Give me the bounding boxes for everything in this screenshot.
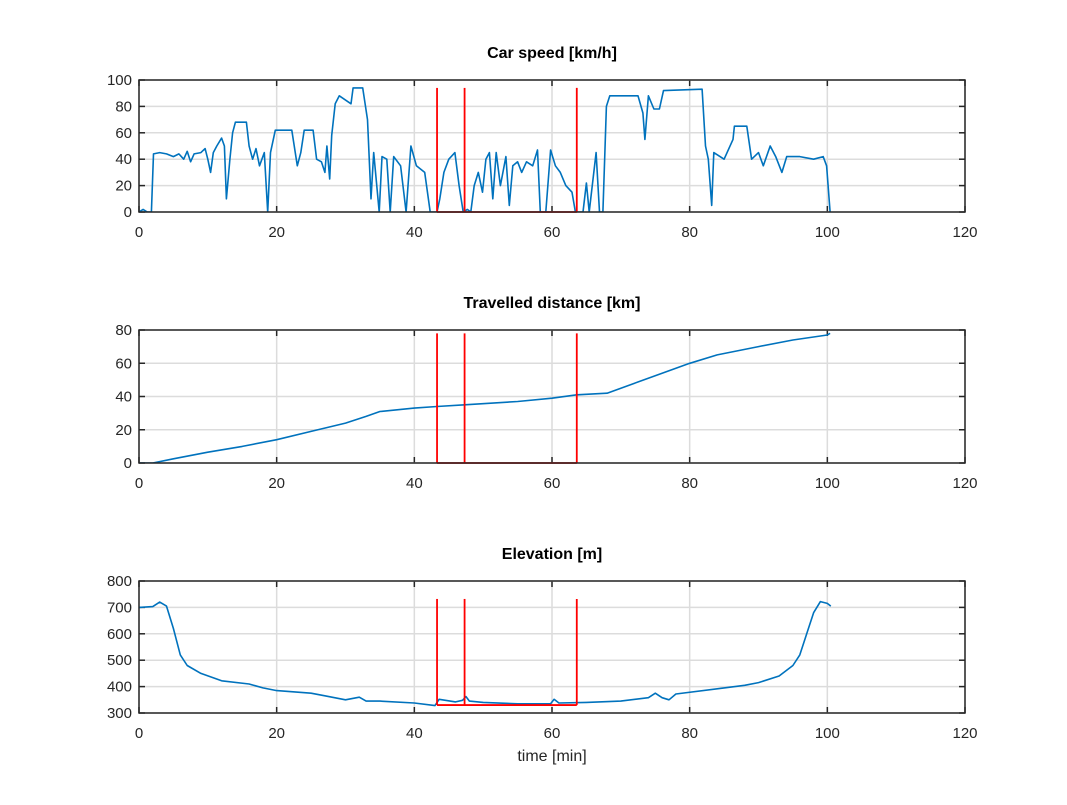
y-tick-label: 20 bbox=[115, 178, 132, 195]
subplot-2: 0 20 40 60 80 100 120 0 20 40 60 80 Travelled distan… bbox=[115, 295, 977, 492]
x-tick-label: 120 bbox=[952, 725, 977, 742]
y-tick-label: 600 bbox=[107, 626, 132, 643]
x-tick-label: 60 bbox=[544, 725, 561, 742]
x-tick-label: 100 bbox=[815, 725, 840, 742]
y-tick-label: 500 bbox=[107, 652, 132, 669]
y-tick-label: 0 bbox=[124, 455, 132, 472]
x-tick-label: 0 bbox=[135, 725, 143, 742]
subplot-title: Car speed [km/h] bbox=[487, 45, 617, 62]
x-tick-label: 0 bbox=[135, 224, 143, 241]
x-tick-label: 20 bbox=[268, 224, 285, 241]
y-tick-label: 800 bbox=[107, 573, 132, 590]
axes-box bbox=[138, 329, 966, 464]
y-tick-label: 80 bbox=[115, 98, 132, 115]
x-tick-label: 20 bbox=[268, 475, 285, 492]
axes-box bbox=[138, 79, 966, 213]
series-line bbox=[139, 87, 831, 212]
x-tick-label: 120 bbox=[952, 475, 977, 492]
axes-box bbox=[138, 580, 966, 714]
x-tick-label: 100 bbox=[815, 224, 840, 241]
y-tick-label: 400 bbox=[107, 679, 132, 696]
x-tick-label: 20 bbox=[268, 725, 285, 742]
y-tick-label: 60 bbox=[115, 125, 132, 142]
x-tick-label: 60 bbox=[544, 224, 561, 241]
y-tick-label: 40 bbox=[115, 151, 132, 168]
x-tick-label: 40 bbox=[406, 475, 423, 492]
subplot-title: Travelled distance [km] bbox=[464, 295, 641, 312]
y-tick-label: 40 bbox=[115, 389, 132, 406]
series-line bbox=[139, 600, 832, 707]
y-tick-label: 80 bbox=[115, 322, 132, 339]
x-tick-label: 80 bbox=[681, 224, 698, 241]
x-tick-label: 40 bbox=[406, 224, 423, 241]
subplot-3: 0 20 40 60 80 100 120 300 400 500 600 700 800 Elevati… bbox=[107, 546, 978, 765]
y-tick-label: 300 bbox=[107, 705, 132, 722]
x-tick-label: 40 bbox=[406, 725, 423, 742]
x-axis-label: time [min] bbox=[517, 748, 586, 765]
x-tick-label: 60 bbox=[544, 475, 561, 492]
x-tick-label: 80 bbox=[681, 725, 698, 742]
subplot-title: Elevation [m] bbox=[502, 546, 602, 563]
x-tick-label: 120 bbox=[952, 224, 977, 241]
x-tick-label: 0 bbox=[135, 475, 143, 492]
y-tick-label: 100 bbox=[107, 72, 132, 89]
x-tick-label: 80 bbox=[681, 475, 698, 492]
y-tick-label: 20 bbox=[115, 422, 132, 439]
subplot-1: 0 20 40 60 80 100 120 0 20 40 60 80 100 Car speed [km… bbox=[107, 45, 978, 241]
y-tick-label: 0 bbox=[124, 204, 132, 221]
y-tick-label: 60 bbox=[115, 355, 132, 372]
x-tick-label: 100 bbox=[815, 475, 840, 492]
y-tick-label: 700 bbox=[107, 599, 132, 616]
